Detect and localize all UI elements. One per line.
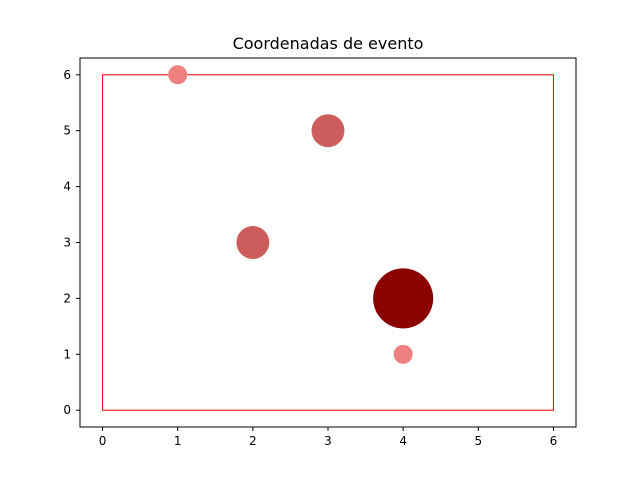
x-tick-label-6: 6 [550,434,558,448]
x-tick-label-4: 4 [399,434,407,448]
x-tick-label-3: 3 [324,434,332,448]
y-tick-label-1: 1 [63,347,71,361]
y-tick-label-2: 2 [63,291,71,305]
scatter-point-0 [168,65,188,85]
scatter-point-2 [236,226,270,259]
scatter-point-4 [393,344,413,364]
chart-title: Coordenadas de evento [233,34,424,53]
x-tick-label-2: 2 [249,434,257,448]
y-tick-label-6: 6 [63,68,71,82]
y-tick-label-5: 5 [63,124,71,138]
y-tick-label-3: 3 [63,236,71,250]
scatter-point-1 [311,114,345,148]
axes-frame [79,57,577,428]
x-tick-label-1: 1 [174,434,182,448]
y-tick-label-4: 4 [63,180,71,194]
x-tick-label-5: 5 [474,434,482,448]
y-tick-label-0: 0 [63,403,71,417]
scatter-point-3 [373,268,434,329]
plot-area: 0 1 2 3 4 5 6 0 1 2 3 4 5 6 [63,65,557,448]
x-tick-label-0: 0 [99,434,107,448]
boundary-rectangle [102,74,554,411]
